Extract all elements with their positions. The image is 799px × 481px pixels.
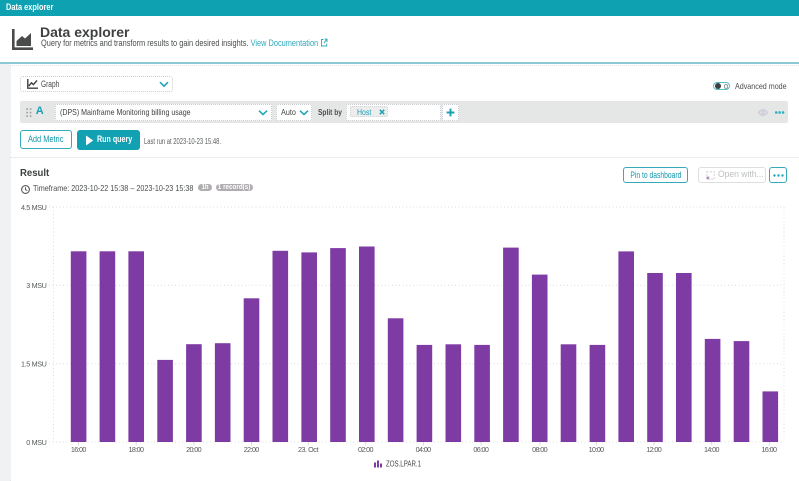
svg-text:14:00: 14:00 [704,445,720,454]
svg-text:23. Oct: 23. Oct [298,445,319,454]
svg-text:0 MSU: 0 MSU [26,438,46,447]
svg-text:12:00: 12:00 [646,445,662,454]
svg-text:4.5 MSU: 4.5 MSU [21,203,47,212]
svg-text:06:00: 06:00 [473,445,489,454]
svg-text:ZOS.LPAR.1: ZOS.LPAR.1 [386,460,421,469]
svg-text:16:00: 16:00 [762,445,778,454]
svg-text:08:00: 08:00 [532,445,548,454]
svg-text:18:00: 18:00 [128,445,144,454]
svg-text:3 MSU: 3 MSU [26,281,46,290]
svg-text:02:00: 02:00 [358,445,374,454]
svg-text:10:00: 10:00 [589,445,605,454]
svg-text:22:00: 22:00 [244,445,260,454]
svg-text:1.5 MSU: 1.5 MSU [21,360,47,369]
svg-text:04:00: 04:00 [416,445,432,454]
svg-text:16:00: 16:00 [71,445,87,454]
svg-text:20:00: 20:00 [186,445,202,454]
